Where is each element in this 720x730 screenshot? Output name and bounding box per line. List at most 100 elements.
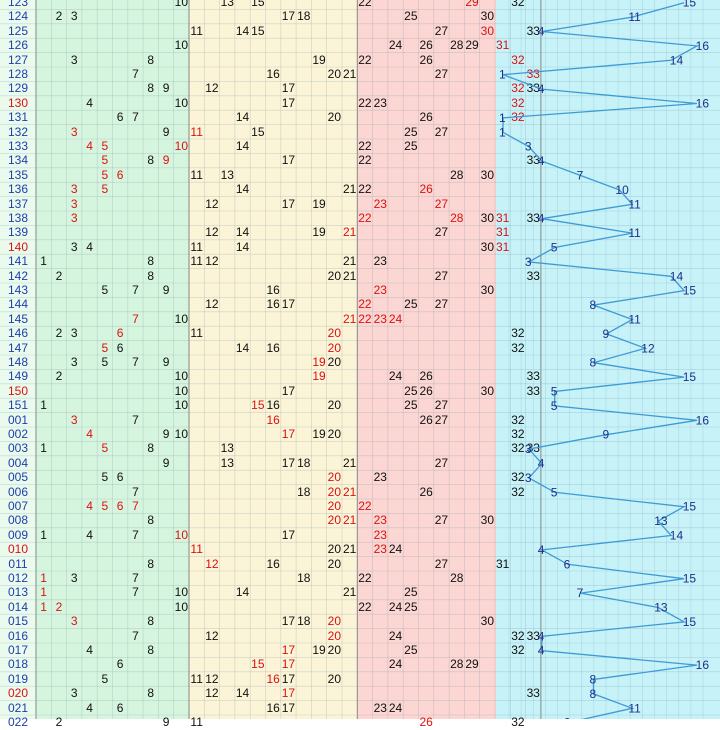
- number-cell: 3: [70, 686, 78, 701]
- row-label: 126: [7, 38, 29, 53]
- row-label: 012: [7, 571, 29, 585]
- number-cell: 21: [342, 455, 357, 470]
- row-label: 125: [7, 23, 29, 38]
- number-cell: 12: [205, 225, 219, 240]
- number-cell: 14: [235, 110, 250, 125]
- trend-point-label: 1: [499, 111, 506, 125]
- number-cell: 5: [101, 283, 109, 297]
- row-label: 004: [7, 455, 29, 470]
- number-cell: 12: [205, 81, 219, 96]
- number-cell: 16: [266, 67, 280, 81]
- trend-point-label: 4: [538, 629, 545, 643]
- number-cell: 13: [220, 441, 234, 456]
- row-label: 142: [7, 268, 29, 283]
- number-cell: 21: [342, 254, 357, 269]
- number-cell: 10: [174, 0, 189, 9]
- number-cell: 14: [235, 686, 250, 701]
- number-cell: 9: [162, 455, 170, 470]
- number-cell: 7: [132, 412, 139, 427]
- row-label: 011: [8, 556, 28, 571]
- number-cell: 20: [327, 470, 342, 485]
- trend-point-label: 8: [590, 298, 597, 312]
- number-cell: 23: [373, 95, 387, 110]
- number-cell: 22: [358, 571, 372, 585]
- number-cell: 3: [70, 182, 78, 197]
- number-cell: 8: [147, 556, 155, 571]
- number-cell: 23: [373, 527, 387, 542]
- number-cell: 7: [132, 484, 139, 499]
- number-cell: 21: [342, 585, 357, 600]
- trend-point-label: 14: [670, 529, 684, 543]
- number-cell: 30: [480, 211, 495, 225]
- number-cell: 17: [281, 95, 296, 110]
- number-cell: 10: [174, 599, 189, 614]
- trend-point-label: 11: [628, 197, 641, 211]
- number-cell: 17: [281, 671, 296, 686]
- row-label: 001: [7, 412, 29, 427]
- row-label: 127: [7, 52, 29, 67]
- row-label: 019: [7, 671, 29, 686]
- number-cell: 23: [373, 311, 387, 326]
- number-cell: 5: [101, 499, 109, 513]
- number-cell: 32: [511, 326, 525, 341]
- trend-point-label: 10: [615, 183, 629, 197]
- number-cell: 26: [419, 484, 433, 499]
- number-cell: 27: [434, 124, 449, 139]
- number-cell: 9: [162, 153, 170, 168]
- number-cell: 30: [480, 167, 495, 182]
- number-cell: 10: [174, 38, 189, 53]
- number-cell: 25: [404, 585, 418, 600]
- number-cell: 3: [70, 614, 78, 629]
- number-cell: 27: [434, 556, 449, 571]
- number-cell: 12: [205, 686, 219, 701]
- number-cell: 21: [342, 542, 357, 557]
- number-cell: 6: [116, 470, 124, 485]
- number-cell: 13: [220, 0, 234, 9]
- number-cell: 30: [480, 9, 495, 24]
- zone-band-2: [189, 0, 358, 719]
- trend-point-label: 11: [628, 10, 641, 24]
- trend-point-label: 15: [683, 284, 697, 298]
- number-cell: 20: [327, 484, 342, 499]
- number-cell: 27: [434, 23, 449, 38]
- zone-band-1: [36, 0, 189, 719]
- number-cell: 7: [132, 499, 139, 513]
- number-cell: 27: [434, 398, 449, 413]
- number-cell: 28: [450, 211, 464, 225]
- row-label: 140: [7, 239, 29, 254]
- number-cell: 22: [358, 211, 372, 225]
- trend-point-label: 3: [525, 471, 532, 485]
- number-cell: 10: [174, 527, 189, 542]
- number-cell: 20: [327, 628, 342, 643]
- number-cell: 21: [342, 225, 357, 240]
- number-cell: 12: [205, 196, 219, 211]
- number-cell: 8: [147, 513, 155, 528]
- number-cell: 8: [147, 254, 155, 269]
- number-cell: 6: [116, 340, 124, 355]
- row-label: 006: [7, 484, 29, 499]
- number-cell: 9: [162, 124, 170, 139]
- trend-line: [502, 2, 700, 719]
- number-cell: 10: [174, 427, 189, 441]
- number-cell: 7: [132, 311, 139, 326]
- number-cell: 8: [147, 52, 155, 67]
- number-cell: 11: [190, 23, 203, 38]
- number-cell: 33: [526, 153, 540, 168]
- number-cell: 4: [86, 499, 93, 513]
- row-label: 009: [7, 527, 29, 542]
- row-label: 133: [7, 139, 29, 153]
- number-cell: 20: [327, 398, 342, 413]
- row-label: 131: [7, 110, 29, 125]
- trend-point-label: 5: [551, 399, 558, 413]
- row-label: 007: [7, 499, 29, 513]
- number-cell: 17: [281, 686, 296, 701]
- number-cell: 16: [266, 700, 280, 715]
- number-cell: 26: [419, 110, 433, 125]
- number-cell: 9: [162, 355, 170, 369]
- number-cell: 19: [312, 225, 326, 240]
- number-cell: 17: [281, 9, 296, 24]
- number-cell: 19: [312, 369, 326, 384]
- number-cell: 31: [495, 556, 510, 571]
- number-cell: 3: [70, 239, 78, 254]
- number-cell: 22: [358, 599, 372, 614]
